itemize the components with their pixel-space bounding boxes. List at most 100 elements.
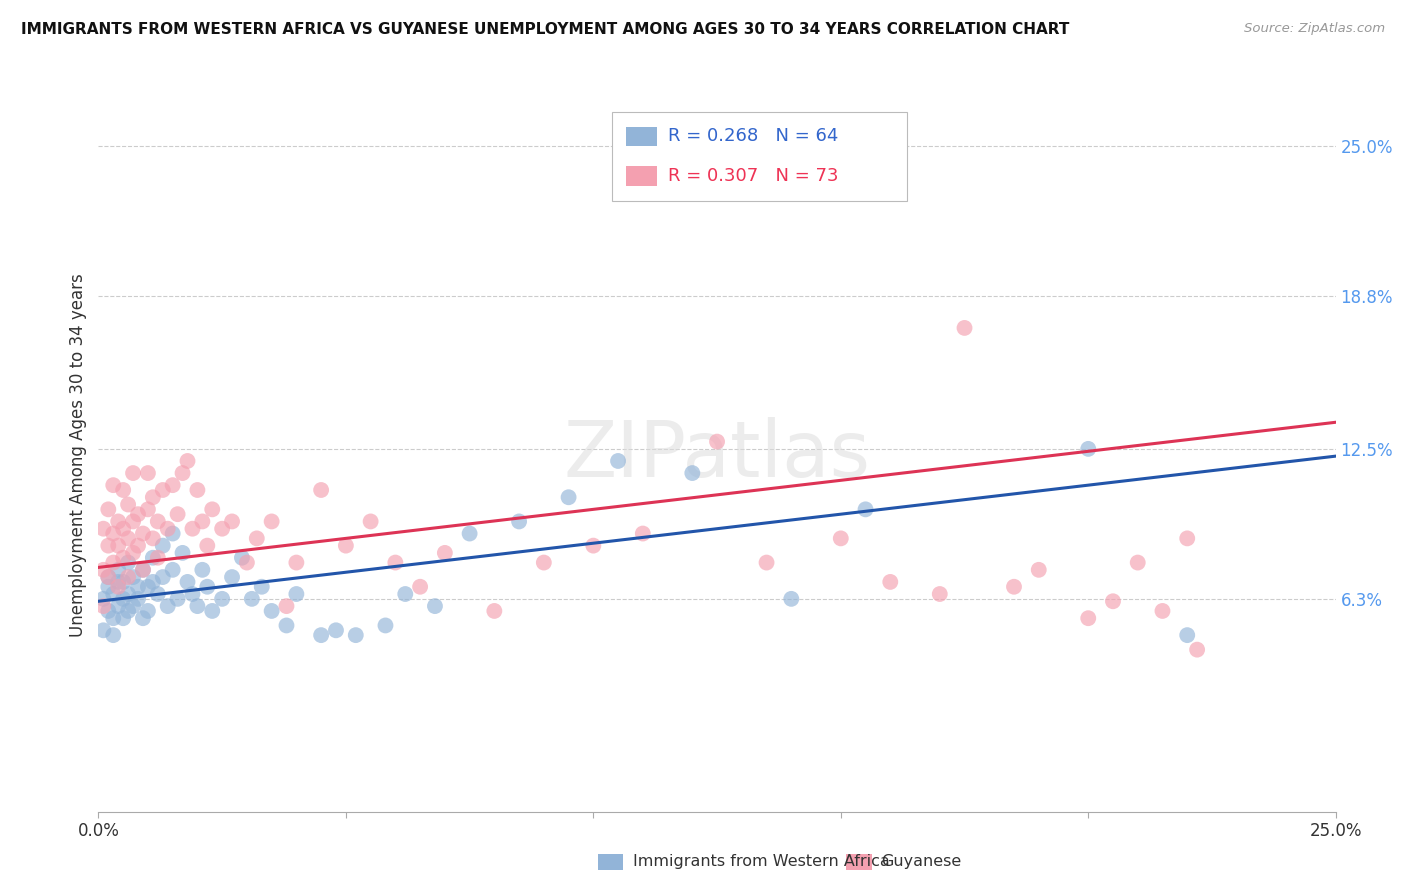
Point [146,587,169,601]
Point [1102,594,1125,608]
Point [107,515,129,529]
Point [172,546,194,560]
Point [1126,556,1149,570]
Point [1077,611,1099,625]
Point [433,546,456,560]
Point [117,498,139,512]
Point [107,599,129,613]
Point [384,556,406,570]
Point [152,570,174,584]
Point [107,574,129,589]
Point [136,502,159,516]
Point [855,502,877,516]
Point [127,580,149,594]
Point [117,587,139,601]
Point [107,580,129,594]
Point [142,574,165,589]
Point [132,611,155,625]
Point [631,526,654,541]
Point [166,507,188,521]
Point [211,591,233,606]
Point [136,466,159,480]
Point [122,546,145,560]
Point [231,550,253,565]
Point [681,466,703,480]
Point [195,580,218,594]
Point [103,611,125,625]
Point [1152,604,1174,618]
Point [285,587,308,601]
Point [607,454,630,468]
Point [830,532,852,546]
Point [211,522,233,536]
Point [755,556,778,570]
Point [127,591,149,606]
Point [117,556,139,570]
Point [103,587,125,601]
Point [557,490,579,504]
Point [201,604,224,618]
Point [344,628,367,642]
Point [335,539,357,553]
Point [152,483,174,497]
Point [582,539,605,553]
Point [97,570,120,584]
Text: R = 0.307   N = 73: R = 0.307 N = 73 [668,167,838,185]
Point [112,611,135,625]
Point [409,580,432,594]
Point [117,604,139,618]
Point [122,570,145,584]
Point [142,532,165,546]
Point [706,434,728,449]
Point [142,550,165,565]
Point [276,618,298,632]
Point [309,628,332,642]
Point [103,628,125,642]
Point [97,539,120,553]
Point [112,550,135,565]
Point [1175,532,1198,546]
Point [1002,580,1025,594]
Point [97,604,120,618]
Point [127,539,149,553]
Point [246,532,269,546]
Point [107,563,129,577]
Point [186,599,208,613]
Point [132,563,155,577]
Point [221,515,243,529]
Point [186,483,208,497]
Point [201,502,224,516]
Point [112,522,135,536]
Point [97,580,120,594]
Point [93,563,115,577]
Point [484,604,506,618]
Point [1028,563,1050,577]
Point [132,526,155,541]
Point [458,526,481,541]
Point [93,599,115,613]
Point [309,483,332,497]
Point [146,550,169,565]
Point [879,574,901,589]
Point [276,599,298,613]
Point [103,478,125,492]
Point [508,515,530,529]
Point [156,599,179,613]
Point [221,570,243,584]
Point [127,507,149,521]
Point [152,539,174,553]
Point [136,580,159,594]
Point [122,515,145,529]
Y-axis label: Unemployment Among Ages 30 to 34 years: Unemployment Among Ages 30 to 34 years [69,273,87,637]
Point [423,599,446,613]
Point [236,556,259,570]
Point [953,321,976,335]
Text: Immigrants from Western Africa: Immigrants from Western Africa [633,855,890,869]
Point [172,466,194,480]
Point [93,522,115,536]
Point [97,502,120,516]
Point [103,556,125,570]
Point [176,454,198,468]
Point [117,532,139,546]
Point [136,604,159,618]
